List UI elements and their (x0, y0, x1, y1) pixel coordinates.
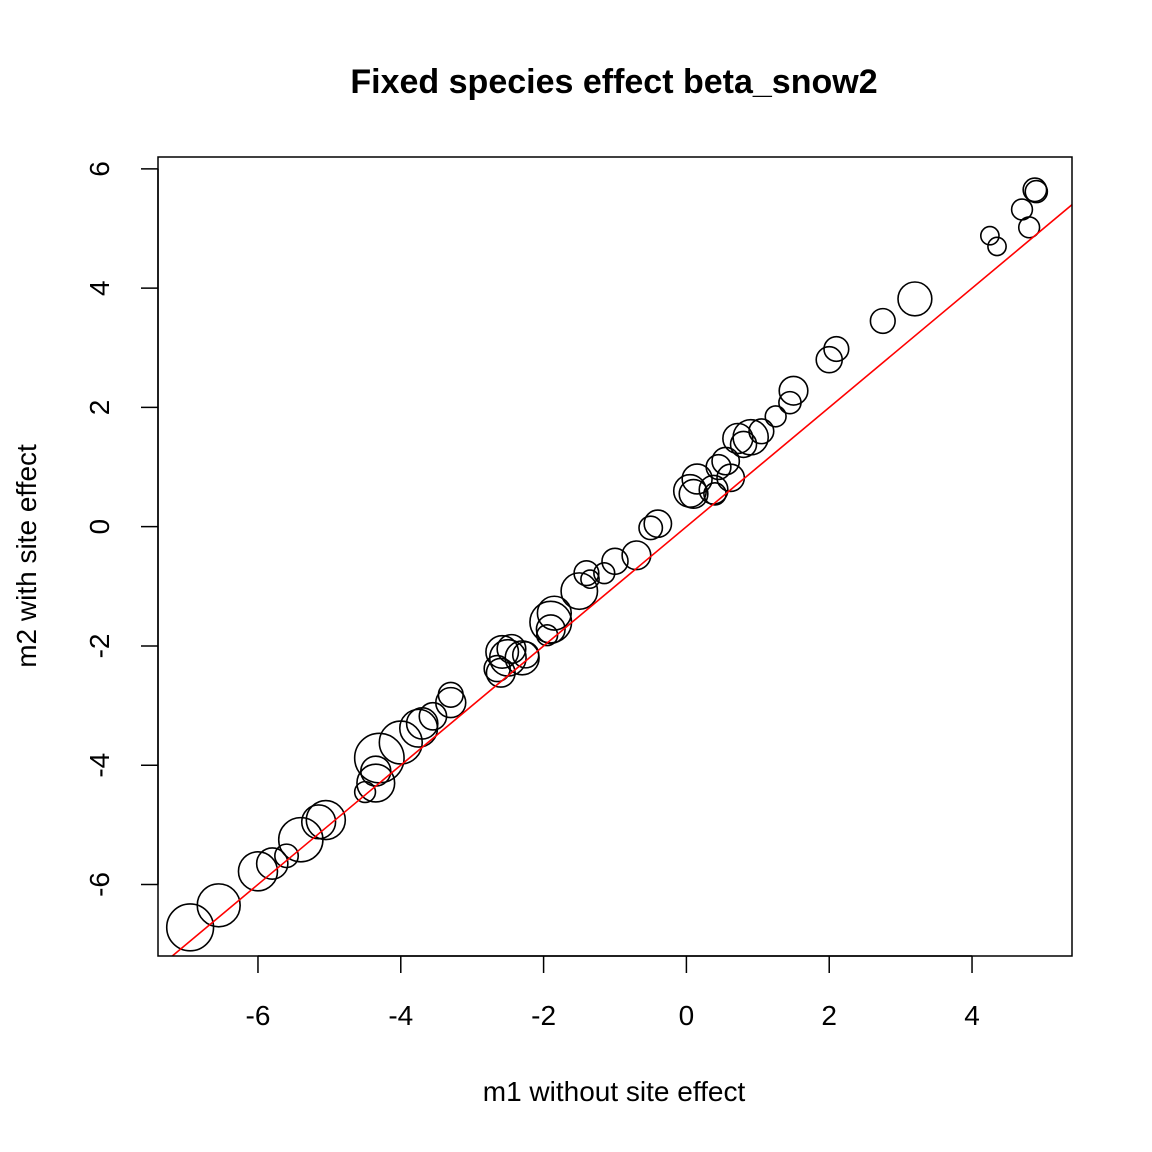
data-point (869, 307, 896, 335)
data-point (237, 851, 279, 892)
data-point (748, 418, 775, 445)
data-point (729, 430, 758, 459)
chart-title: Fixed species effect beta_snow2 (350, 63, 877, 101)
x-tick-label: 2 (821, 1000, 837, 1031)
data-point (305, 799, 347, 841)
plot-frame (157, 156, 1073, 957)
data-point (483, 654, 511, 683)
y-axis: -6 -4 -2 0 2 4 6 (84, 161, 159, 897)
data-point (488, 638, 527, 677)
data-point (485, 634, 520, 669)
data-point (601, 547, 629, 576)
data-point (979, 225, 1000, 246)
data-point (536, 595, 573, 631)
x-tick-label: -4 (388, 1000, 413, 1031)
reference-line (171, 203, 1072, 956)
data-point (897, 281, 933, 317)
data-point (681, 463, 713, 495)
data-point (573, 560, 600, 587)
data-point (165, 903, 215, 952)
x-tick-label: 0 (679, 1000, 695, 1031)
y-tick-label: 6 (84, 161, 115, 177)
data-point (621, 540, 652, 571)
data-point (435, 686, 467, 719)
x-tick-label: -2 (531, 1000, 556, 1031)
data-point (711, 446, 741, 476)
data-point (274, 843, 300, 869)
data-point (560, 572, 599, 611)
y-tick-label: 2 (84, 400, 115, 416)
x-axis-label: m1 without site effect (483, 1076, 746, 1107)
data-point (378, 720, 424, 765)
data-point (496, 633, 527, 665)
plot-region (165, 177, 1072, 956)
x-axis: -6 -4 -2 0 2 4 (246, 955, 980, 1031)
data-point (593, 561, 616, 585)
data-point (778, 375, 809, 406)
y-tick-label: 4 (84, 280, 115, 296)
data-point (638, 515, 664, 541)
data-point (678, 478, 709, 509)
data-point (1017, 216, 1041, 239)
data-point (437, 681, 464, 708)
y-axis-label: m2 with site effect (11, 444, 42, 668)
data-point (1024, 179, 1049, 204)
data-point (823, 335, 850, 363)
y-tick-label: -2 (84, 633, 115, 658)
y-tick-label: -4 (84, 753, 115, 778)
points-layer (165, 177, 1049, 952)
data-point (705, 453, 732, 481)
data-point (732, 418, 770, 456)
data-point (255, 847, 289, 880)
y-tick-label: -6 (84, 872, 115, 897)
data-point (580, 569, 600, 590)
x-tick-label: 4 (964, 1000, 980, 1031)
data-point (529, 600, 573, 644)
data-point (987, 236, 1007, 257)
data-point (643, 509, 673, 539)
data-point (356, 763, 396, 803)
data-point (764, 405, 787, 428)
y-tick-label: 0 (84, 519, 115, 535)
data-point (511, 641, 540, 669)
data-point (722, 422, 754, 455)
data-point (196, 883, 241, 928)
x-tick-label: -6 (246, 1000, 271, 1031)
data-point (778, 390, 802, 415)
data-point (277, 816, 324, 863)
reference-line-layer (171, 203, 1072, 956)
